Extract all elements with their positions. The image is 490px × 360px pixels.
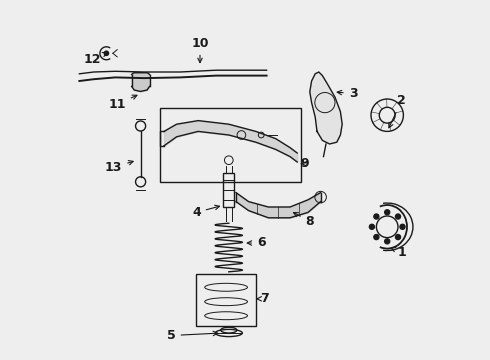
Circle shape (395, 214, 400, 219)
Text: 5: 5 (167, 329, 218, 342)
Circle shape (104, 51, 109, 55)
Text: 12: 12 (83, 53, 107, 66)
Circle shape (400, 224, 405, 229)
Text: 13: 13 (105, 161, 133, 174)
Text: 11: 11 (108, 95, 137, 111)
Bar (196, 274, 256, 326)
Text: 3: 3 (337, 87, 357, 100)
Circle shape (374, 214, 379, 219)
Bar (223, 174, 234, 207)
Text: 10: 10 (191, 37, 209, 63)
Text: 8: 8 (294, 212, 314, 228)
Circle shape (374, 235, 379, 240)
Circle shape (385, 239, 390, 244)
Bar (160, 108, 301, 182)
Text: 4: 4 (192, 205, 220, 219)
Polygon shape (310, 72, 342, 144)
Text: 2: 2 (389, 94, 406, 128)
Circle shape (369, 224, 374, 229)
Circle shape (395, 235, 400, 240)
Text: 1: 1 (391, 246, 406, 258)
Text: 7: 7 (257, 292, 269, 305)
Circle shape (385, 210, 390, 215)
Text: 6: 6 (247, 237, 266, 249)
Text: 9: 9 (300, 157, 309, 170)
